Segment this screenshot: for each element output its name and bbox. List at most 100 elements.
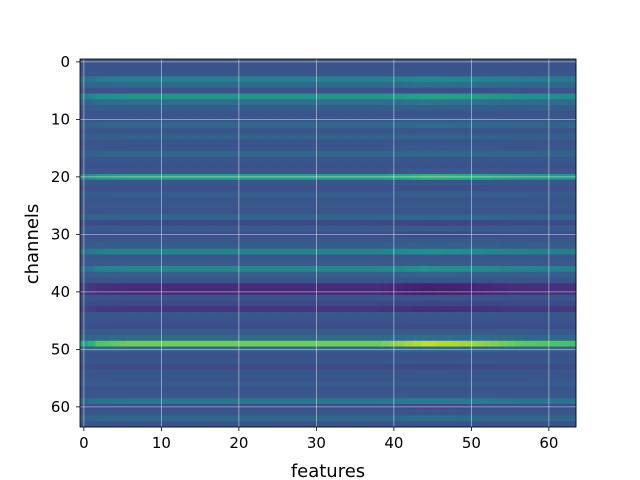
heatmap-cell — [266, 197, 275, 204]
heatmap-cell — [374, 266, 383, 273]
heatmap-cell — [452, 208, 461, 215]
heatmap-cell — [560, 363, 569, 370]
heatmap-cell — [188, 306, 197, 313]
heatmap-cell — [483, 248, 492, 255]
heatmap-cell — [343, 110, 352, 117]
heatmap-cell — [149, 70, 158, 77]
heatmap-cell — [103, 335, 112, 342]
heatmap-cell — [537, 340, 546, 347]
heatmap-cell — [227, 191, 236, 198]
heatmap-cell — [180, 254, 189, 261]
heatmap-cell — [405, 128, 414, 135]
heatmap-cell — [537, 208, 546, 215]
heatmap-cell — [444, 225, 453, 232]
heatmap-cell — [304, 317, 313, 324]
heatmap-cell — [173, 352, 182, 359]
heatmap-cell — [552, 283, 561, 290]
heatmap-cell — [552, 329, 561, 336]
heatmap-cell — [498, 329, 507, 336]
heatmap-cell — [180, 358, 189, 365]
heatmap-cell — [118, 283, 127, 290]
heatmap-cell — [335, 248, 344, 255]
heatmap-cell — [382, 208, 391, 215]
heatmap-cell — [180, 266, 189, 273]
heatmap-cell — [266, 70, 275, 77]
heatmap-cell — [335, 93, 344, 100]
heatmap-cell — [118, 421, 127, 428]
heatmap-cell — [514, 381, 523, 388]
heatmap-cell — [374, 329, 383, 336]
heatmap-cell — [250, 122, 259, 129]
heatmap-cell — [95, 208, 104, 215]
heatmap-cell — [103, 398, 112, 405]
heatmap-cell — [483, 421, 492, 428]
heatmap-cell — [328, 392, 337, 399]
heatmap-cell — [521, 191, 530, 198]
heatmap-cell — [514, 179, 523, 186]
heatmap-cell — [258, 243, 267, 250]
heatmap-cell — [459, 105, 468, 112]
heatmap-cell — [452, 70, 461, 77]
heatmap-cell — [289, 277, 298, 284]
heatmap-cell — [498, 70, 507, 77]
heatmap-cell — [335, 329, 344, 336]
heatmap-cell — [483, 260, 492, 267]
heatmap-cell — [266, 248, 275, 255]
heatmap-cell — [444, 254, 453, 261]
heatmap-cell — [444, 398, 453, 405]
heatmap-cell — [552, 87, 561, 94]
heatmap-cell — [211, 381, 220, 388]
heatmap-cell — [173, 133, 182, 140]
heatmap-cell — [87, 191, 96, 198]
heatmap-cell — [180, 340, 189, 347]
heatmap-cell — [103, 208, 112, 215]
heatmap-cell — [134, 300, 143, 307]
heatmap-cell — [483, 277, 492, 284]
heatmap-cell — [374, 225, 383, 232]
heatmap-cell — [506, 202, 515, 209]
heatmap-cell — [281, 214, 290, 221]
heatmap-cell — [320, 179, 329, 186]
heatmap-cell — [421, 248, 430, 255]
heatmap-cell — [188, 340, 197, 347]
heatmap-cell — [514, 363, 523, 370]
heatmap-cell — [219, 358, 228, 365]
heatmap-cell — [304, 294, 313, 301]
heatmap-cell — [297, 110, 306, 117]
heatmap-cell — [149, 99, 158, 106]
heatmap-cell — [304, 248, 313, 255]
heatmap-cell — [405, 225, 414, 232]
heatmap-cell — [95, 202, 104, 209]
heatmap-cell — [297, 139, 306, 146]
heatmap-cell — [258, 363, 267, 370]
heatmap-cell — [281, 133, 290, 140]
heatmap-cell — [560, 191, 569, 198]
heatmap-cell — [444, 415, 453, 422]
heatmap-cell — [428, 266, 437, 273]
heatmap-cell — [490, 237, 499, 244]
heatmap-cell — [335, 64, 344, 71]
heatmap-cell — [258, 266, 267, 273]
heatmap-cell — [475, 105, 484, 112]
heatmap-cell — [490, 381, 499, 388]
heatmap-cell — [405, 283, 414, 290]
heatmap-cell — [537, 197, 546, 204]
heatmap-cell — [180, 283, 189, 290]
heatmap-cell — [219, 208, 228, 215]
heatmap-cell — [273, 168, 282, 175]
heatmap-cell — [413, 329, 422, 336]
heatmap-cell — [328, 306, 337, 313]
heatmap-cell — [568, 283, 577, 290]
heatmap-cell — [95, 254, 104, 261]
heatmap-cell — [351, 277, 360, 284]
heatmap-cell — [204, 358, 213, 365]
heatmap-cell — [204, 191, 213, 198]
heatmap-cell — [452, 421, 461, 428]
heatmap-cell — [242, 145, 251, 152]
heatmap-cell — [273, 202, 282, 209]
heatmap-cell — [428, 409, 437, 416]
heatmap-cell — [134, 99, 143, 106]
heatmap-cell — [444, 323, 453, 330]
heatmap-cell — [475, 64, 484, 71]
heatmap-cell — [328, 82, 337, 89]
